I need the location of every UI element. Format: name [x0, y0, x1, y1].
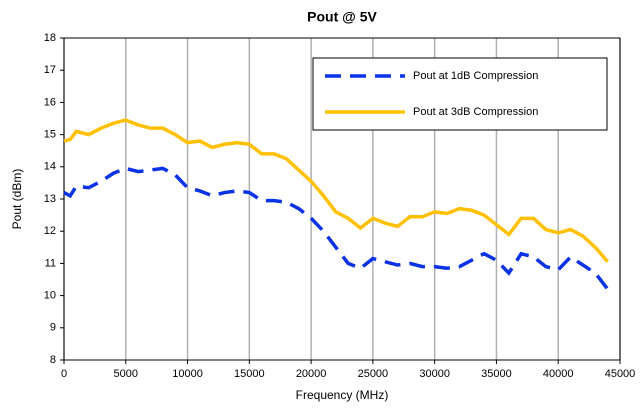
legend-box: [312, 57, 608, 131]
y-tick-label: 13: [44, 193, 56, 205]
y-tick-label: 14: [44, 161, 56, 173]
legend-label: Pout at 1dB Compression: [413, 70, 538, 82]
x-tick-label: 10000: [172, 368, 203, 380]
x-tick-label: 35000: [481, 368, 512, 380]
y-tick-label: 18: [44, 32, 56, 44]
x-tick-label: 20000: [296, 368, 327, 380]
x-tick-label: 25000: [358, 368, 389, 380]
series-line: [63, 118, 609, 263]
y-tick-label: 8: [50, 354, 56, 366]
chart-title: Pout @ 5V: [307, 9, 377, 25]
legend-label: Pout at 3dB Compression: [413, 106, 538, 118]
y-tick-label: 15: [44, 129, 56, 141]
y-tick-label: 17: [44, 64, 56, 76]
x-tick-label: 30000: [419, 368, 450, 380]
y-tick-label: 16: [44, 96, 56, 108]
plot-frame: [63, 37, 621, 361]
x-tick-label: 15000: [234, 368, 265, 380]
x-tick-label: 40000: [543, 368, 574, 380]
y-tick-label: 10: [44, 290, 56, 302]
y-axis-label: Pout (dBm): [10, 169, 24, 230]
x-tick-label: 5000: [114, 368, 138, 380]
series-line: [63, 166, 610, 291]
x-tick-label: 45000: [605, 368, 636, 380]
x-tick-label: 0: [61, 368, 67, 380]
y-tick-label: 11: [45, 257, 56, 269]
x-axis-label: Frequency (MHz): [296, 388, 389, 402]
y-tick-label: 9: [50, 322, 56, 334]
y-tick-label: 12: [44, 225, 56, 237]
